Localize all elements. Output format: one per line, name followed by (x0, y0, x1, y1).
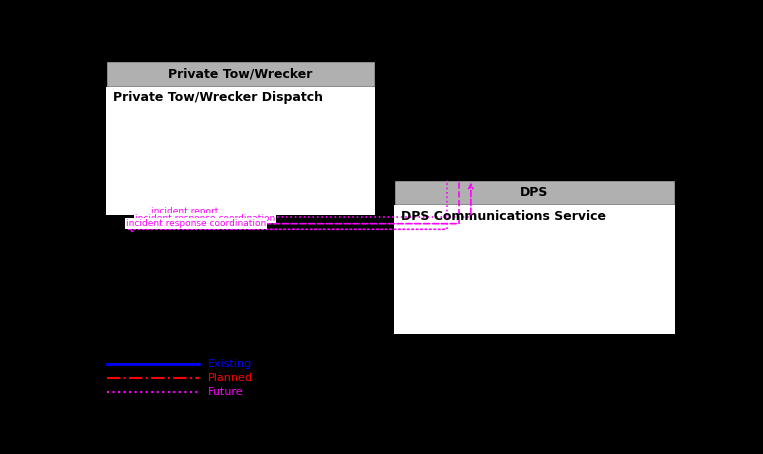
Text: Future: Future (208, 387, 243, 397)
Bar (394, 206, 675, 334)
Text: DPS: DPS (520, 187, 549, 199)
Text: Existing: Existing (208, 359, 252, 369)
Bar (106, 61, 375, 87)
Text: Private Tow/Wrecker: Private Tow/Wrecker (169, 68, 313, 80)
Bar (394, 180, 675, 206)
Bar (106, 61, 375, 215)
Bar (106, 87, 375, 215)
Text: incident response coordination: incident response coordination (135, 214, 275, 222)
Text: Private Tow/Wrecker Dispatch: Private Tow/Wrecker Dispatch (113, 91, 323, 104)
Text: incident report: incident report (151, 207, 218, 216)
Text: incident response coordination: incident response coordination (126, 219, 266, 228)
Text: Planned: Planned (208, 373, 253, 383)
Text: DPS Communications Service: DPS Communications Service (401, 210, 606, 223)
Bar (394, 180, 675, 334)
